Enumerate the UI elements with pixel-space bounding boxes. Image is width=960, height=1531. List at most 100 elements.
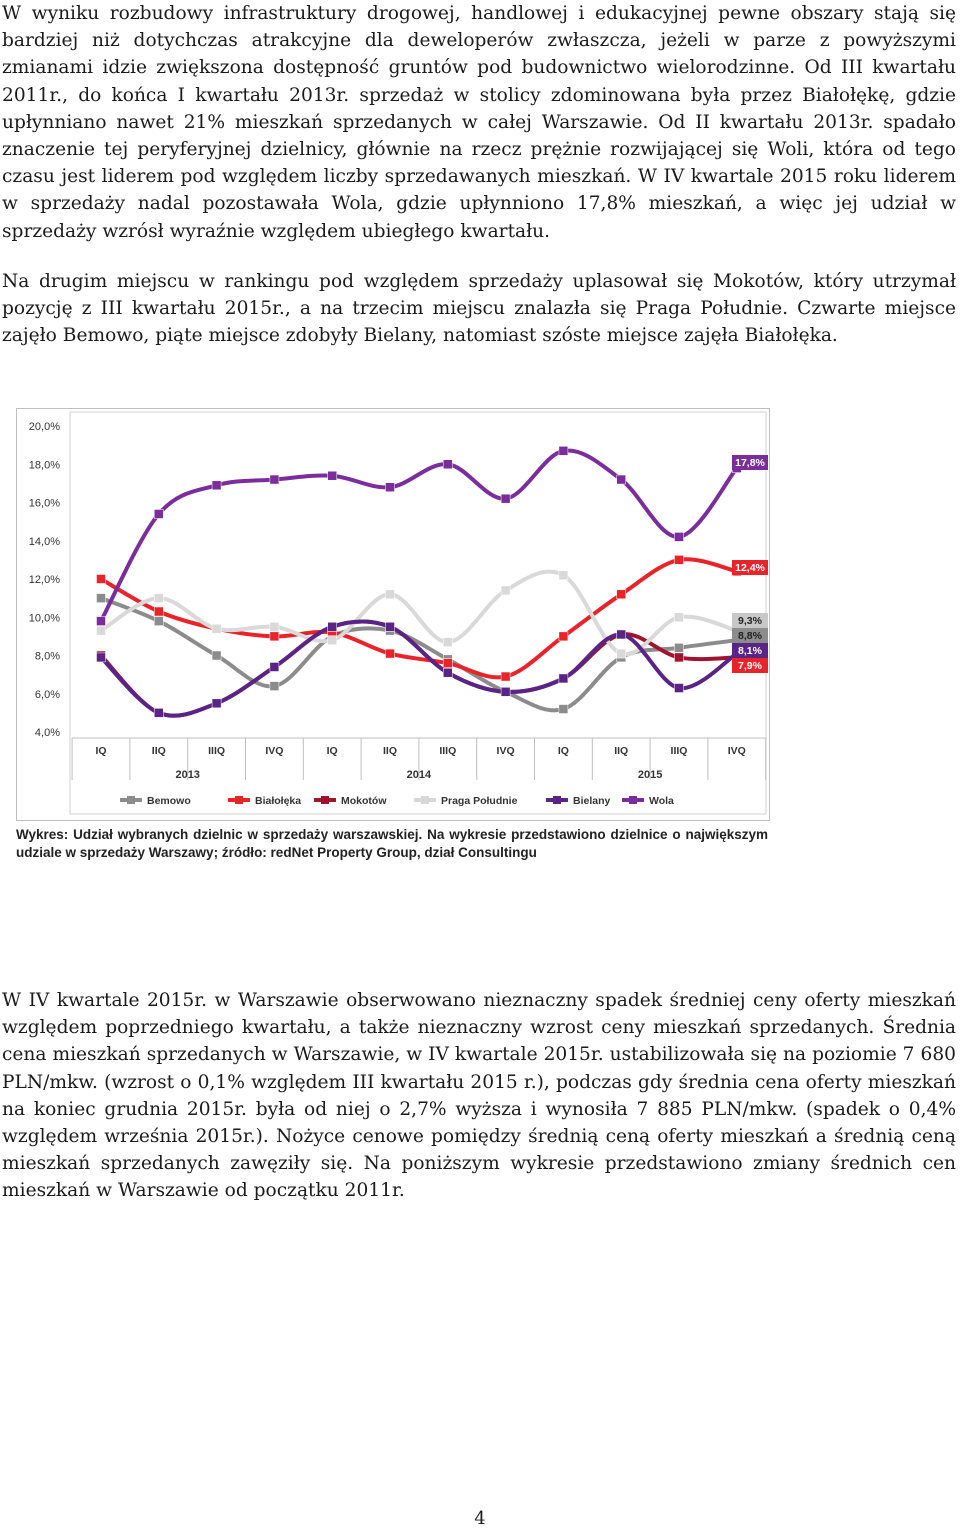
series-białołęka-point — [443, 658, 453, 668]
paragraph-prices: W IV kwartale 2015r. w Warszawie obserwo… — [2, 990, 956, 1202]
y-tick-label: 20,0% — [29, 421, 60, 433]
legend-marker — [553, 796, 561, 804]
chart-svg: 20,0% 18,0% 16,0% 14,0% 12,0% 10,0% 8,0% 6,0% 4,… — [16, 408, 770, 821]
series-wola-point — [443, 459, 453, 469]
series-bemowo-point — [211, 650, 222, 661]
series-bielany-point — [211, 698, 222, 709]
x-tick-label: IVQ — [265, 745, 283, 757]
series-bielany-point — [616, 629, 626, 640]
x-tick-label: IIQ — [383, 745, 397, 757]
series-białołęka-point — [500, 671, 511, 682]
end-value-label: 9,3% — [738, 615, 763, 627]
end-label-box — [732, 560, 768, 575]
x-tick-label: IQ — [327, 745, 338, 757]
series-wola-line — [99, 448, 739, 623]
year-label: 2014 — [407, 769, 432, 781]
legend-marker — [127, 796, 135, 804]
series-praga-południe-point — [327, 635, 337, 645]
end-value-label: 8,1% — [738, 645, 763, 657]
legend-label: Mokotów — [341, 795, 387, 807]
legend-label: Białołęka — [255, 795, 301, 807]
series-bielany-point — [500, 687, 511, 697]
series-bielany-point — [558, 673, 569, 684]
series-bielany-point — [154, 708, 164, 718]
legend-label: Bielany — [573, 795, 611, 807]
series-bielany-point — [269, 662, 280, 672]
series-białołęka-point — [385, 648, 395, 659]
series-bemowo-point — [96, 593, 106, 603]
year-label: 2013 — [175, 769, 199, 781]
end-value-label: 7,9% — [738, 660, 763, 672]
series-praga-południe-point — [96, 625, 106, 636]
x-tick-label: IIIQ — [439, 745, 456, 757]
chart-caption: Wykres: Udział wybranych dzielnic w sprz… — [16, 827, 768, 860]
y-tick-label: 18,0% — [29, 459, 60, 471]
legend-marker — [629, 796, 637, 804]
legend-label: Bemowo — [147, 795, 191, 807]
x-tick-label: IQ — [558, 745, 569, 757]
x-tick-label: IIIQ — [671, 745, 688, 757]
end-label-box — [732, 613, 768, 628]
x-tick-label: IIQ — [614, 745, 628, 757]
series-praga-południe-point — [269, 622, 280, 632]
end-value-label: 8,8% — [738, 630, 763, 642]
end-value-label: 12,4% — [735, 562, 765, 574]
series-wola-point — [616, 474, 626, 485]
series-wola-point — [385, 482, 395, 492]
end-label-box — [732, 455, 768, 470]
series-bielany-point — [327, 622, 337, 632]
series-białołęka-point — [154, 606, 164, 617]
plot-area — [69, 411, 767, 815]
paragraph-district-ranking: Na drugim miejscu w rankingu pod względe… — [2, 271, 956, 347]
x-tick-label: IIQ — [152, 745, 166, 757]
series-bielany-point — [385, 622, 395, 632]
y-tick-label: 4,0% — [35, 727, 60, 739]
series-wola-point — [558, 446, 569, 456]
series-wola-point — [154, 509, 164, 519]
series-bemowo-point — [269, 681, 280, 691]
series-białołęka-point — [674, 555, 684, 565]
year-label: 2015 — [638, 769, 662, 781]
series-praga-południe-point — [443, 637, 453, 647]
y-tick-label: 6,0% — [35, 689, 60, 701]
series-wola-point — [96, 616, 106, 626]
series-białołęka-point — [616, 589, 626, 600]
series-bielany-point — [96, 652, 106, 663]
series-białołęka-point — [96, 574, 106, 584]
series-białołęka-point — [269, 631, 280, 642]
x-tick-label: IVQ — [497, 745, 515, 757]
y-tick-label: 12,0% — [29, 574, 60, 586]
series-wola-point — [674, 532, 684, 542]
x-tick-label: IIIQ — [208, 745, 225, 757]
series-wola-point — [269, 474, 280, 485]
end-label-box — [732, 628, 768, 643]
series-bielany-point — [674, 683, 684, 693]
series-mokotów-point — [674, 652, 684, 663]
legend-marker — [235, 796, 243, 804]
y-tick-label: 16,0% — [29, 498, 60, 510]
district-share-chart: 20,0% 18,0% 16,0% 14,0% 12,0% 10,0% 8,0% 6,0% 4,… — [16, 408, 940, 868]
x-tick-label: IVQ — [728, 745, 746, 757]
page-number: 4 — [474, 1508, 486, 1529]
series-wola-point — [500, 493, 511, 504]
x-tick-label: IQ — [95, 745, 106, 757]
legend-marker — [321, 796, 329, 804]
series-wola-point — [211, 480, 222, 491]
end-label-box — [732, 658, 768, 673]
series-praga-południe-point — [558, 570, 569, 580]
legend-label: Wola — [649, 795, 674, 807]
series-bielany-point — [443, 667, 453, 678]
series-praga-południe-point — [500, 585, 511, 596]
y-tick-label: 10,0% — [29, 612, 60, 624]
end-label-box — [732, 643, 768, 658]
series-praga-południe-point — [616, 648, 626, 659]
series-praga-południe-point — [211, 623, 222, 634]
legend-label: Praga Południe — [441, 795, 518, 807]
series-bielany-line — [99, 619, 738, 718]
end-value-label: 17,8% — [735, 457, 765, 469]
series-bemowo-point — [154, 616, 164, 626]
y-tick-label: 8,0% — [35, 651, 60, 663]
legend-marker — [421, 796, 429, 804]
series-białołęka-point — [558, 631, 569, 642]
series-praga-południe-point — [154, 593, 164, 603]
